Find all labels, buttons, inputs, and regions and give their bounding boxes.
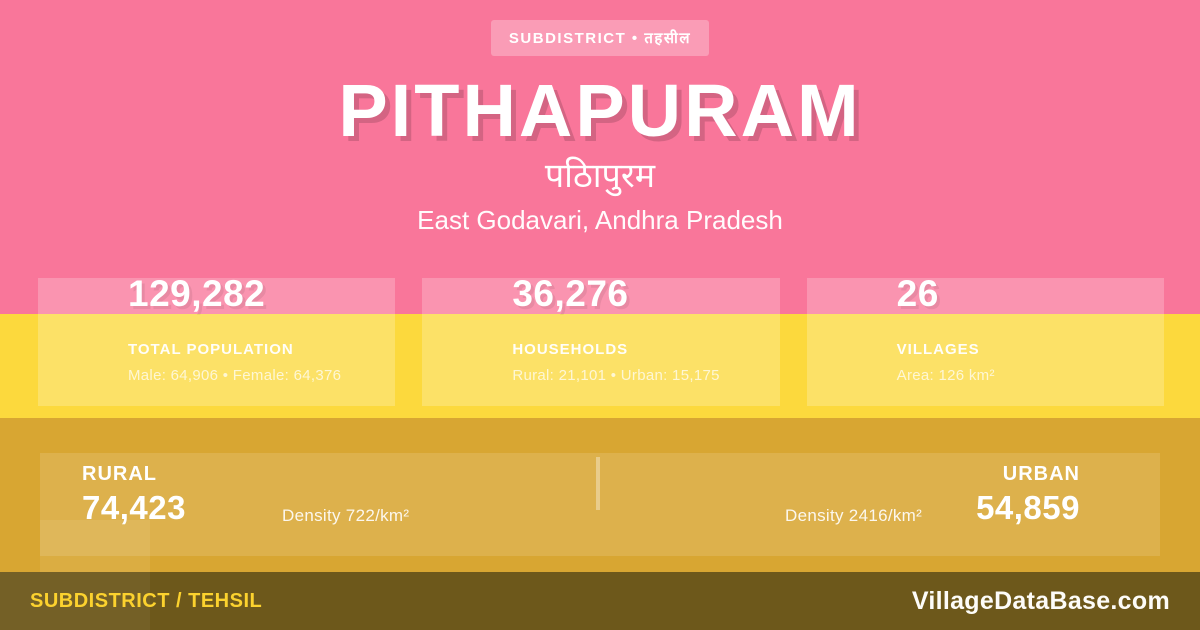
stat-detail: Area: 126 km² xyxy=(896,367,995,384)
panel-divider xyxy=(596,457,600,510)
stat-label: HOUSEHOLDS xyxy=(512,341,629,358)
stat-value: 36,276 xyxy=(512,273,629,314)
urban-block: URBAN 54,859 xyxy=(976,464,1080,524)
type-badge: SUBDISTRICT • तहसील xyxy=(490,20,710,56)
page-title: PITHAPURAM xyxy=(338,69,862,152)
stat-card-households: 36,276 HOUSEHOLDS Rural: 21,101 • Urban:… xyxy=(422,273,780,406)
stat-detail: Rural: 21,101 • Urban: 15,175 xyxy=(512,367,720,384)
footer-bar: SUBDISTRICT / TEHSIL VillageDataBase.com xyxy=(0,572,1200,630)
urban-value: 54,859 xyxy=(976,489,1080,526)
rural-value: 74,423 xyxy=(82,489,186,526)
urban-density: Density 2416/km² xyxy=(785,506,923,525)
footer-type-label: SUBDISTRICT / TEHSIL xyxy=(30,589,263,612)
stat-label: TOTAL POPULATION xyxy=(128,341,294,358)
labels-band xyxy=(0,314,1200,418)
site-brand-link[interactable]: VillageDataBase.com xyxy=(911,586,1170,615)
footer-left-highlight xyxy=(0,572,150,630)
native-name: पठिापुरम xyxy=(544,156,656,195)
stat-value: 129,282 xyxy=(128,273,266,314)
urban-label: URBAN xyxy=(1002,463,1080,485)
rural-block: RURAL 74,423 xyxy=(82,464,186,524)
stat-card-total-population: 129,282 TOTAL POPULATION Male: 64,906 • … xyxy=(38,273,396,406)
header-band: SUBDISTRICT • तहसील PITHAPURAM पठिापुरम … xyxy=(0,0,1200,314)
rural-urban-band: RURAL 74,423 Density 722/km² Density 241… xyxy=(0,418,1200,572)
stat-value: 26 xyxy=(896,273,939,314)
stat-detail: Male: 64,906 • Female: 64,376 xyxy=(128,367,342,384)
rural-density: Density 722/km² xyxy=(282,506,410,525)
stat-label: VILLAGES xyxy=(896,341,980,358)
stats-grid: 129,282 TOTAL POPULATION Male: 64,906 • … xyxy=(38,273,1164,406)
rural-label: RURAL xyxy=(82,463,157,485)
rural-urban-panel: RURAL 74,423 Density 722/km² Density 241… xyxy=(40,453,1160,556)
stat-card-villages: 26 VILLAGES Area: 126 km² xyxy=(806,273,1164,406)
decorative-tab xyxy=(40,520,150,572)
region-subtitle: East Godavari, Andhra Pradesh xyxy=(417,205,783,236)
